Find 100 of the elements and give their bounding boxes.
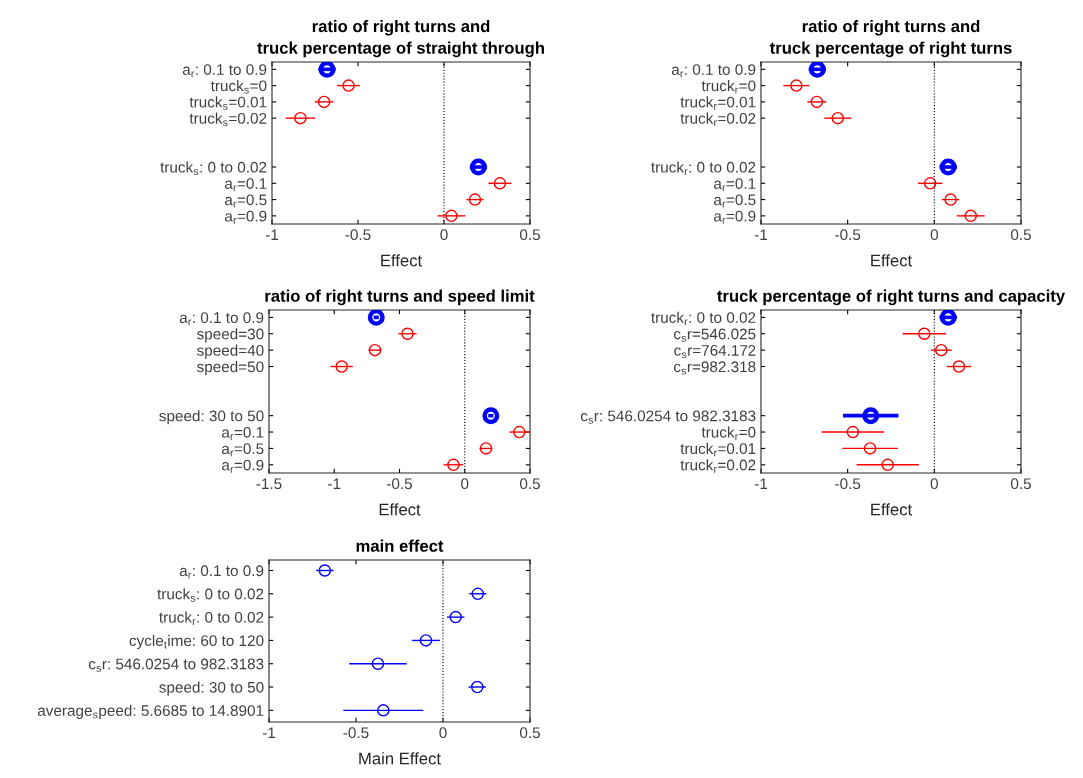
y-tick-label: truck$_{r}$=0.01 bbox=[680, 442, 756, 457]
y-tick-label: a$_{r}$=0.9 bbox=[225, 210, 267, 224]
y-tick-label: c$_{s}$r=764.172 bbox=[674, 344, 756, 359]
x-tick-label: -1 bbox=[328, 478, 341, 489]
x-tick-label: -1 bbox=[265, 229, 279, 240]
x-tick-label: 0.5 bbox=[519, 478, 540, 490]
x-axis-title: Effect bbox=[379, 503, 421, 516]
y-tick-label: a$_{r}$=0.1 bbox=[714, 178, 756, 192]
point bbox=[471, 587, 485, 601]
y-tick-label: truck$_{r}$: 0 to 0.02 bbox=[651, 311, 756, 326]
point bbox=[846, 425, 860, 439]
y-tick-label: a$_{r}$: 0.1 to 0.9 bbox=[179, 312, 264, 326]
y-tick-label: a$_{r}$=0.9 bbox=[222, 459, 264, 473]
y-tick-label: a$_{r}$: 0.1 to 0.9 bbox=[671, 64, 756, 78]
y-tick-label: a$_{r}$=0.9 bbox=[714, 210, 756, 224]
x-tick-label: 0 bbox=[461, 478, 469, 490]
point bbox=[419, 634, 433, 647]
point bbox=[367, 310, 385, 326]
point bbox=[952, 360, 966, 373]
x-tick-label: -1 bbox=[754, 478, 768, 489]
point bbox=[294, 111, 307, 125]
y-tick-label: truck$_{r}$=0.01 bbox=[680, 96, 756, 110]
x-tick-label: -0.5 bbox=[835, 229, 861, 241]
chart-title: main effect bbox=[356, 539, 444, 552]
y-tick-label: truck$_{s}$=0 bbox=[210, 79, 267, 94]
y-tick-label: speed=30 bbox=[197, 328, 264, 343]
point bbox=[862, 407, 880, 425]
y-tick-label: a$_{r}$=0.1 bbox=[225, 178, 267, 192]
point bbox=[918, 327, 931, 341]
point bbox=[479, 442, 493, 455]
x-tick-label: -0.5 bbox=[835, 478, 861, 490]
x-tick-label: 0 bbox=[440, 229, 448, 241]
x-tick-label: 0 bbox=[930, 478, 938, 490]
point bbox=[471, 680, 484, 694]
y-tick-label: c$_{s}$r: 546.0254 to 982.3183 bbox=[580, 410, 756, 424]
point bbox=[939, 310, 957, 326]
x-axis-title: Effect bbox=[871, 254, 913, 267]
point bbox=[335, 360, 348, 373]
x-tick-label: 0 bbox=[439, 727, 447, 739]
y-tick-label: c$_{s}$r=982.318 bbox=[673, 361, 756, 375]
point bbox=[863, 442, 877, 455]
point bbox=[371, 657, 385, 670]
y-tick-label: truck$_{r}$=0 bbox=[701, 79, 756, 94]
x-tick-label: 0.5 bbox=[519, 727, 540, 739]
point bbox=[377, 704, 390, 717]
y-tick-label: c$_{s}$r=546.025 bbox=[673, 328, 756, 342]
x-tick-label: -1 bbox=[262, 727, 276, 738]
point bbox=[447, 458, 460, 472]
point bbox=[831, 111, 845, 125]
y-tick-label: speed=40 bbox=[197, 344, 264, 359]
y-tick-label: truck$_{s}$=0.02 bbox=[189, 112, 267, 127]
point bbox=[493, 177, 507, 190]
y-tick-label: average$_{s}$peed: 5.6685 to 14.8901 bbox=[37, 704, 264, 720]
y-tick-label: a$_{r}$=0.5 bbox=[225, 194, 267, 208]
point bbox=[935, 343, 948, 357]
point bbox=[513, 425, 526, 439]
y-tick-label: truck$_{r}$=0 bbox=[701, 426, 756, 440]
point bbox=[469, 158, 487, 176]
point bbox=[944, 193, 957, 206]
y-tick-label: cycle$_{t}$ime: 60 to 120 bbox=[129, 634, 264, 650]
x-tick-label: 0 bbox=[930, 229, 938, 241]
x-tick-label: -0.5 bbox=[387, 478, 413, 490]
x-tick-label: -1.5 bbox=[256, 478, 282, 490]
x-axis-title: Effect bbox=[871, 503, 913, 516]
y-tick-label: a$_{r}$=0.5 bbox=[714, 194, 756, 208]
y-tick-label: truck$_{r}$=0.02 bbox=[680, 112, 756, 127]
x-tick-label: 0.5 bbox=[1010, 478, 1031, 490]
y-tick-label: c$_{s}$r: 546.0254 to 982.3183 bbox=[88, 658, 264, 672]
x-tick-label: -0.5 bbox=[345, 229, 371, 241]
point bbox=[939, 158, 957, 176]
point bbox=[790, 79, 803, 92]
y-tick-label: truck$_{s}$=0.01 bbox=[189, 96, 267, 110]
point bbox=[317, 95, 331, 109]
x-tick-label: 0.5 bbox=[1010, 229, 1031, 241]
y-tick-label: a$_{r}$=0.1 bbox=[222, 426, 264, 440]
y-tick-label: truck$_{s}$: 0 to 0.02 bbox=[157, 588, 264, 602]
x-axis-title: Main Effect bbox=[359, 752, 441, 765]
point bbox=[468, 193, 482, 206]
chart-title: ratio of right turns and truck percentage of right turns bbox=[769, 19, 1012, 58]
y-tick-label: speed: 30 to 50 bbox=[159, 410, 264, 425]
y-tick-label: a$_{r}$: 0.1 to 0.9 bbox=[179, 565, 264, 579]
point bbox=[449, 610, 462, 624]
point bbox=[808, 62, 826, 78]
point bbox=[923, 177, 937, 190]
y-tick-label: truck$_{r}$: 0 to 0.02 bbox=[159, 611, 264, 625]
chart-title: truck percentage of right turns and capacity bbox=[717, 289, 1066, 306]
point bbox=[881, 458, 894, 472]
point bbox=[445, 209, 458, 223]
y-tick-label: speed=50 bbox=[197, 360, 264, 376]
y-tick-label: a$_{r}$: 0.1 to 0.9 bbox=[182, 64, 267, 78]
point bbox=[810, 95, 824, 109]
y-tick-label: speed: 30 to 50 bbox=[159, 681, 264, 696]
x-axis-title: Effect bbox=[381, 254, 423, 267]
point bbox=[342, 79, 355, 92]
y-tick-label: a$_{r}$=0.5 bbox=[222, 443, 264, 457]
x-tick-label: -1 bbox=[754, 229, 768, 240]
x-tick-label: 0.5 bbox=[519, 229, 540, 241]
y-tick-label: truck$_{r}$: 0 to 0.02 bbox=[651, 161, 756, 175]
point bbox=[401, 327, 414, 341]
y-tick-label: truck$_{s}$: 0 to 0.02 bbox=[160, 161, 267, 175]
